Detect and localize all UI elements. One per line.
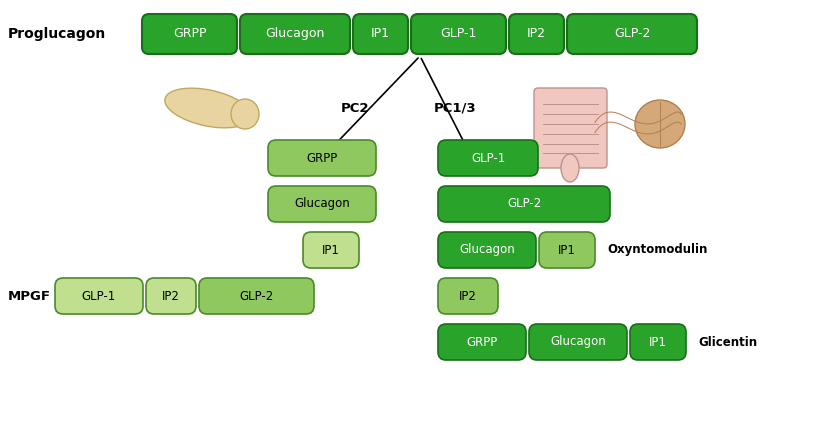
Ellipse shape <box>561 154 579 182</box>
FancyBboxPatch shape <box>438 324 526 360</box>
Text: IP1: IP1 <box>322 244 340 256</box>
Text: GLP-2: GLP-2 <box>239 290 274 302</box>
Text: Glucagon: Glucagon <box>460 244 515 256</box>
FancyBboxPatch shape <box>630 324 686 360</box>
FancyBboxPatch shape <box>534 88 607 168</box>
FancyBboxPatch shape <box>142 14 237 54</box>
Ellipse shape <box>165 88 251 128</box>
Text: Oxyntomodulin: Oxyntomodulin <box>607 244 707 256</box>
Text: GLP-1: GLP-1 <box>441 28 477 40</box>
FancyBboxPatch shape <box>268 186 376 222</box>
Text: PC1/3: PC1/3 <box>434 101 476 115</box>
Text: IP2: IP2 <box>527 28 546 40</box>
FancyBboxPatch shape <box>303 232 359 268</box>
Text: PC2: PC2 <box>341 101 370 115</box>
FancyBboxPatch shape <box>146 278 196 314</box>
FancyBboxPatch shape <box>438 232 536 268</box>
Text: MPGF: MPGF <box>8 290 51 302</box>
Text: Glucagon: Glucagon <box>266 28 325 40</box>
Text: GLP-1: GLP-1 <box>471 152 505 164</box>
Text: IP1: IP1 <box>371 28 390 40</box>
Text: IP1: IP1 <box>558 244 576 256</box>
Text: GLP-2: GLP-2 <box>614 28 650 40</box>
Text: GLP-2: GLP-2 <box>507 198 541 210</box>
Ellipse shape <box>231 99 259 129</box>
Text: GRPP: GRPP <box>466 336 497 348</box>
Text: Glucagon: Glucagon <box>295 198 350 210</box>
Text: GRPP: GRPP <box>172 28 206 40</box>
FancyBboxPatch shape <box>438 278 498 314</box>
FancyBboxPatch shape <box>353 14 408 54</box>
Text: IP1: IP1 <box>649 336 667 348</box>
FancyBboxPatch shape <box>199 278 314 314</box>
Ellipse shape <box>635 100 685 148</box>
FancyBboxPatch shape <box>55 278 143 314</box>
FancyBboxPatch shape <box>240 14 350 54</box>
Text: IP2: IP2 <box>459 290 477 302</box>
FancyBboxPatch shape <box>268 140 376 176</box>
FancyBboxPatch shape <box>411 14 506 54</box>
Text: Glucagon: Glucagon <box>550 336 606 348</box>
Text: GLP-1: GLP-1 <box>82 290 116 302</box>
Text: Glicentin: Glicentin <box>698 336 757 348</box>
Text: GRPP: GRPP <box>306 152 337 164</box>
Text: IP2: IP2 <box>162 290 180 302</box>
FancyBboxPatch shape <box>567 14 697 54</box>
FancyBboxPatch shape <box>438 186 610 222</box>
Text: Proglucagon: Proglucagon <box>8 27 106 41</box>
FancyBboxPatch shape <box>539 232 595 268</box>
FancyBboxPatch shape <box>509 14 564 54</box>
FancyBboxPatch shape <box>529 324 627 360</box>
FancyBboxPatch shape <box>438 140 538 176</box>
